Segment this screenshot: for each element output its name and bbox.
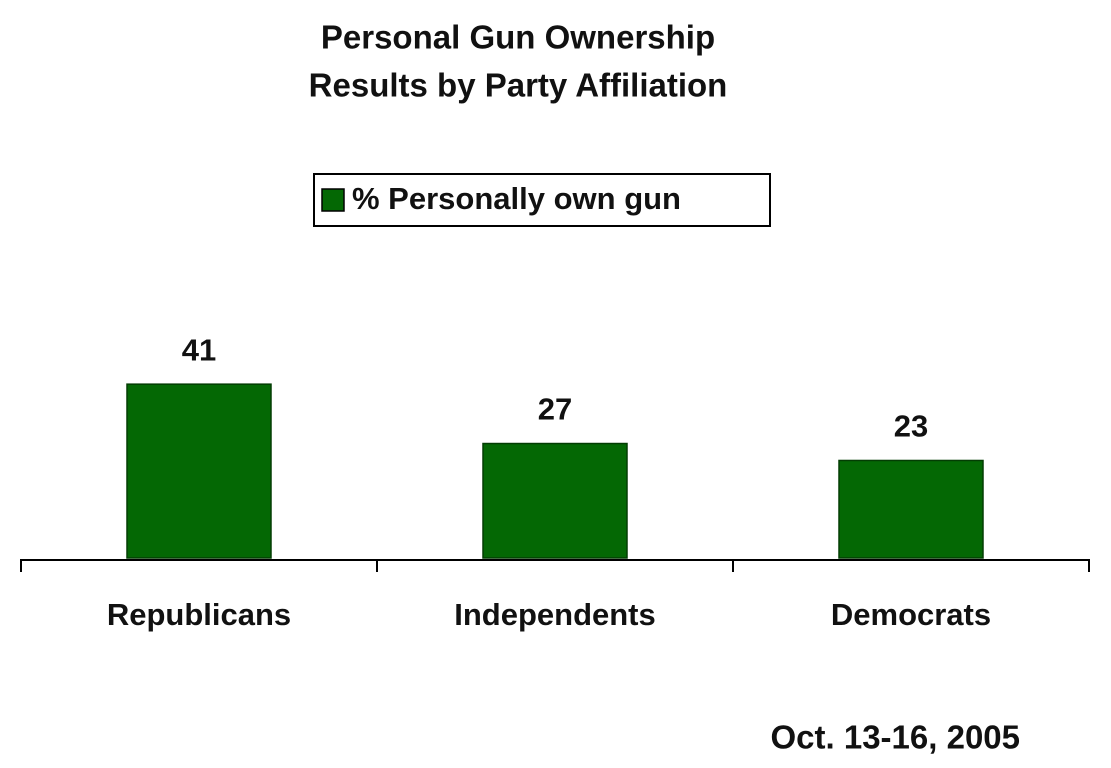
axis-ticks [20,560,1090,572]
legend-swatch [321,188,345,212]
chart-title: Results by Party Affiliation [309,67,728,104]
bar [126,383,272,559]
x-tick-label: Independents [454,597,656,632]
note: Oct. 13-16, 2005 [771,719,1021,756]
bar [838,459,984,559]
x-tick-label: Republicans [107,597,291,632]
data-label: 23 [894,409,928,444]
legend-box [313,173,771,227]
chart-title: Personal Gun Ownership [321,19,715,56]
data-label: 27 [538,392,572,427]
bar [482,442,628,559]
x-tick-label: Democrats [831,597,991,632]
legend-label: % Personally own gun [352,181,681,216]
data-label: 41 [182,332,216,367]
